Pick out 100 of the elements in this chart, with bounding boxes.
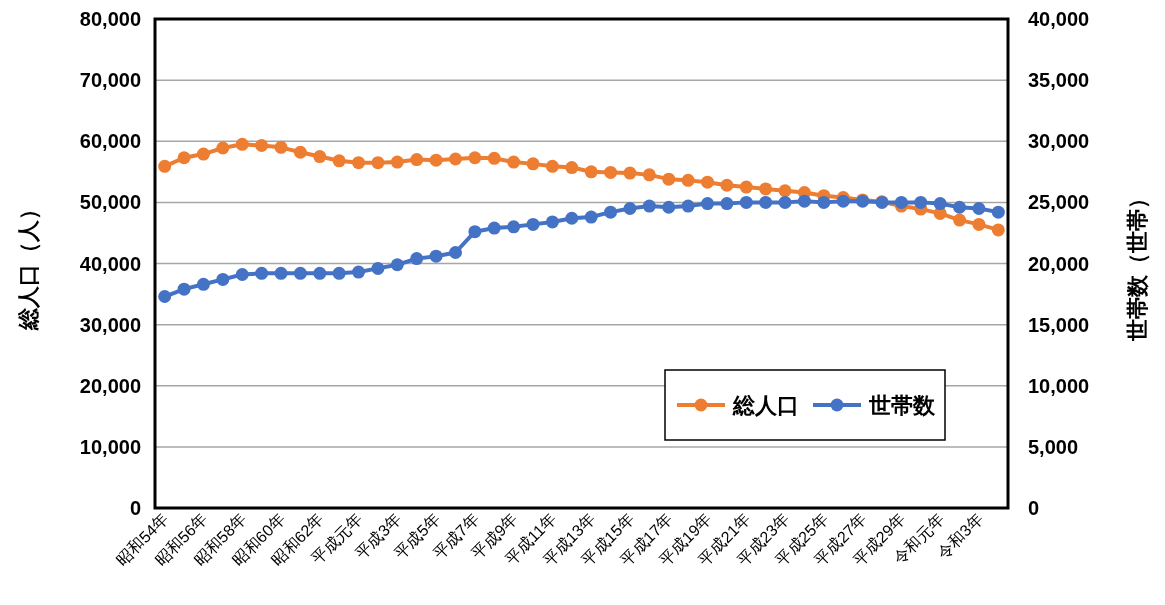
point <box>545 215 559 229</box>
point <box>623 166 637 180</box>
point <box>293 145 307 159</box>
point <box>701 197 715 211</box>
y2-tick-label: 5,000 <box>1028 435 1079 458</box>
point <box>991 223 1005 237</box>
point <box>584 210 598 224</box>
legend-label: 世帯数 <box>868 393 936 418</box>
point <box>507 155 521 169</box>
point <box>487 221 501 235</box>
point <box>371 261 385 275</box>
point <box>429 249 443 263</box>
point <box>526 217 540 231</box>
point <box>759 195 773 209</box>
point <box>565 161 579 175</box>
point <box>332 154 346 168</box>
y-axis-title: 総人口（人） <box>16 197 41 331</box>
point <box>817 195 831 209</box>
point <box>894 195 908 209</box>
point <box>468 225 482 239</box>
point <box>313 150 327 164</box>
point <box>914 195 928 209</box>
point <box>255 139 269 153</box>
y2-tick-label: 30,000 <box>1028 130 1090 153</box>
point <box>177 151 191 165</box>
point <box>352 265 366 279</box>
point <box>274 266 288 280</box>
y2-tick-label: 10,000 <box>1028 374 1090 397</box>
y2-tick-label: 15,000 <box>1028 313 1090 336</box>
point <box>293 266 307 280</box>
point <box>720 197 734 211</box>
point <box>410 153 424 167</box>
y-tick-label: 50,000 <box>79 191 141 214</box>
y2-tick-label: 40,000 <box>1028 8 1090 30</box>
point <box>410 252 424 266</box>
point <box>584 165 598 179</box>
point <box>739 180 753 194</box>
y2-tick-label: 25,000 <box>1028 191 1090 214</box>
point <box>642 168 656 182</box>
point <box>332 266 346 280</box>
point <box>235 268 249 281</box>
point <box>545 159 559 173</box>
point <box>642 199 656 213</box>
y-tick-label: 80,000 <box>79 8 141 30</box>
point <box>177 282 191 296</box>
point <box>759 182 773 196</box>
point <box>158 159 172 173</box>
point <box>158 290 172 304</box>
point <box>991 205 1005 219</box>
y2-axis-title: 世帯数（世帯） <box>1125 186 1150 342</box>
point <box>739 195 753 209</box>
point <box>681 173 695 187</box>
point <box>623 201 637 215</box>
point <box>662 172 676 186</box>
point <box>274 140 288 154</box>
legend-label: 総人口 <box>732 393 799 418</box>
point <box>778 184 792 198</box>
point <box>933 197 947 211</box>
y-tick-label: 70,000 <box>79 69 141 92</box>
point <box>487 151 501 165</box>
point <box>448 152 462 166</box>
point <box>196 277 210 291</box>
y-tick-label: 10,000 <box>79 435 141 458</box>
point <box>565 211 579 225</box>
point <box>390 258 404 272</box>
point <box>507 220 521 234</box>
y-tick-label: 40,000 <box>79 252 141 275</box>
point <box>196 147 210 161</box>
point <box>681 199 695 213</box>
y2-tick-label: 0 <box>1028 497 1040 519</box>
point <box>216 272 230 286</box>
point <box>216 141 230 155</box>
point <box>662 200 676 214</box>
point <box>836 194 850 208</box>
point <box>720 178 734 192</box>
y-tick-label: 20,000 <box>79 374 141 397</box>
y-tick-label: 60,000 <box>79 130 141 153</box>
point <box>604 165 618 179</box>
point <box>235 137 249 151</box>
point <box>701 175 715 189</box>
point <box>468 151 482 165</box>
point <box>604 205 618 219</box>
y-tick-label: 30,000 <box>79 313 141 336</box>
point <box>953 213 967 227</box>
point <box>953 200 967 214</box>
point <box>429 153 443 167</box>
point <box>526 157 540 171</box>
point <box>313 266 327 280</box>
point <box>797 194 811 208</box>
point <box>972 217 986 231</box>
point <box>371 156 385 170</box>
point <box>778 195 792 209</box>
y2-tick-label: 20,000 <box>1028 252 1090 275</box>
y2-tick-label: 35,000 <box>1028 69 1090 92</box>
point <box>448 246 462 259</box>
y-tick-label: 0 <box>129 497 141 519</box>
point <box>972 201 986 215</box>
point <box>255 266 269 280</box>
point <box>390 155 404 169</box>
point <box>352 156 366 170</box>
